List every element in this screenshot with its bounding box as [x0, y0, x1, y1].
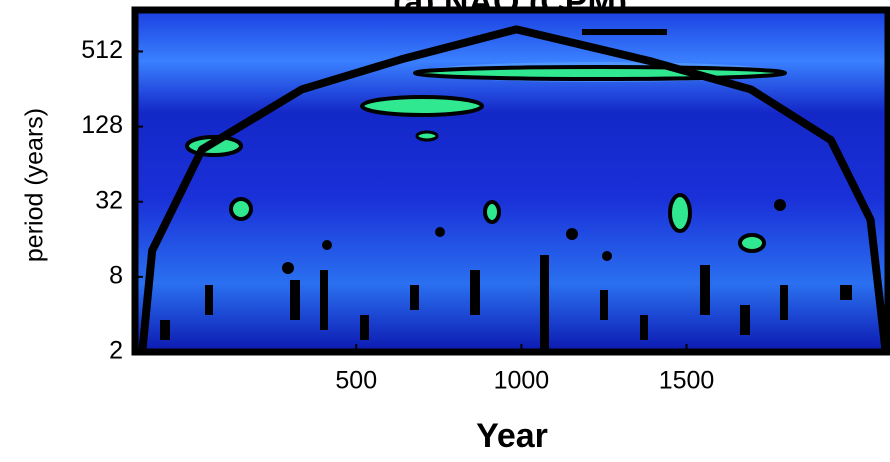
y-tick-label: 32 [95, 186, 123, 214]
x-tick-label: 1000 [494, 367, 550, 395]
y-tick-label: 128 [81, 111, 123, 139]
significance-contour [670, 195, 690, 231]
significance-contour [417, 132, 437, 140]
x-tick-label: 1500 [659, 367, 715, 395]
significance-contour [231, 199, 251, 219]
significance-contour [415, 67, 785, 79]
heatmap [135, 10, 888, 352]
x-axis-label: Year [476, 417, 548, 455]
significance-contour [362, 97, 482, 115]
power-field [135, 10, 888, 352]
page: {"chart_data": {"type": "wavelet", "titl… [0, 0, 890, 457]
chart: (a) NAO (CPM) period (years) Year 283212… [0, 0, 890, 457]
y-axis-label: period (years) [21, 108, 49, 262]
y-tick-label: 2 [109, 337, 123, 365]
significance-contour [740, 235, 764, 251]
x-tick-label: 500 [335, 367, 377, 395]
significance-contour [582, 29, 667, 35]
y-tick-label: 512 [81, 36, 123, 64]
y-tick-label: 8 [109, 261, 123, 289]
significance-contour [485, 202, 499, 222]
